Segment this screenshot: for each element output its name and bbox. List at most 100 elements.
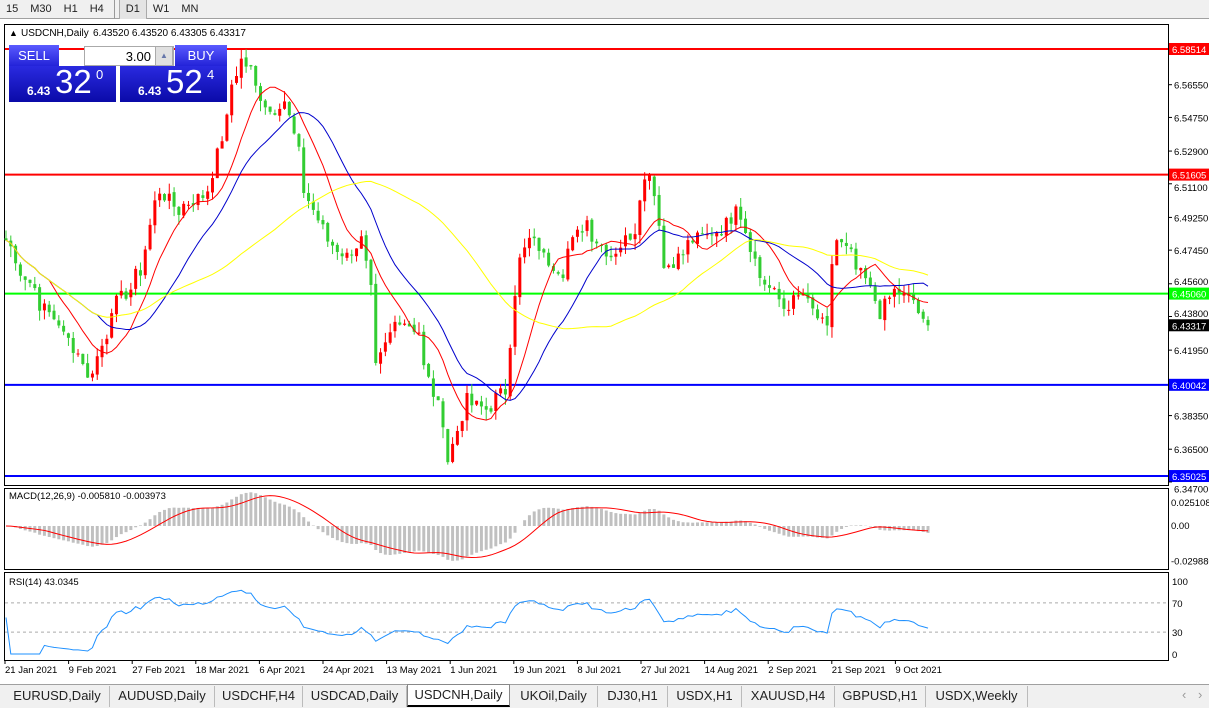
tf-mn[interactable]: MN: [181, 3, 199, 15]
candle-body: [739, 206, 743, 220]
tf-w1[interactable]: W1: [152, 3, 170, 15]
price-level-tag: [1169, 287, 1209, 300]
candle-body: [902, 293, 906, 296]
candle-body: [359, 236, 363, 249]
candle-body: [172, 192, 176, 207]
tf-m30[interactable]: M30: [30, 3, 52, 15]
sell-price-small: 6.43: [27, 84, 51, 98]
candle-body: [321, 220, 325, 225]
candle-body: [460, 421, 464, 432]
tf-m15[interactable]: 15: [6, 3, 19, 15]
candle-body: [811, 297, 815, 309]
chart-window[interactable]: 6.58514 6.51605 6.45060 6.40042 6.35025 0.02…: [0, 19, 1209, 684]
rsi-panel-border: [4, 572, 1169, 661]
candle-body: [816, 309, 820, 319]
candle-body: [393, 321, 397, 332]
sell-price-pipette: 0: [96, 67, 104, 82]
candle-body: [407, 323, 411, 327]
candle-body: [892, 288, 896, 297]
lot-increase-button[interactable]: ▲: [155, 46, 173, 66]
candle-body: [283, 101, 287, 109]
candle-body: [864, 268, 868, 279]
candle-body: [95, 356, 99, 375]
candle-body: [696, 232, 699, 244]
candle-body: [897, 288, 901, 295]
tab-usdx-h1[interactable]: USDX,H1: [668, 686, 742, 707]
lot-size-input[interactable]: 3.00: [84, 46, 174, 66]
tf-h4[interactable]: H4: [89, 3, 104, 15]
candle-body: [441, 401, 445, 428]
tab-xauusd[interactable]: XAUUSD,H4: [742, 686, 835, 707]
tf-d1[interactable]: D1: [118, 0, 147, 19]
candle-body: [355, 248, 359, 257]
price-level-value: 6.51605: [1172, 171, 1206, 182]
candle-body: [595, 241, 599, 244]
price-tick-label: 6.38350: [1174, 412, 1208, 423]
candle-body: [331, 241, 335, 246]
tab-usdcnh[interactable]: USDCNH,Daily: [407, 684, 510, 707]
tf-h1[interactable]: H1: [63, 3, 78, 15]
candle-body: [551, 266, 555, 271]
candle-body: [763, 279, 767, 285]
tab-audusd[interactable]: AUDUSD,Daily: [110, 686, 215, 707]
candle-body: [772, 288, 776, 290]
candle-body: [633, 234, 637, 240]
candle-body: [23, 276, 27, 280]
candle-body: [129, 289, 133, 298]
rsi-tick-label: 30: [1172, 628, 1183, 639]
macd-tick-label: 0.00: [1171, 521, 1190, 532]
tab-eurusd[interactable]: EURUSD,Daily: [5, 686, 110, 707]
candle-body: [451, 443, 455, 462]
candle-body: [883, 298, 887, 321]
candle-body: [162, 194, 166, 201]
candle-body: [71, 338, 75, 353]
candle-body: [182, 203, 186, 216]
candle-body: [76, 353, 80, 355]
toolbar-separator: [113, 0, 115, 19]
candle-body: [278, 108, 282, 116]
candle-body: [623, 235, 627, 247]
price-level-tag: [1169, 378, 1209, 391]
candle-body: [42, 303, 46, 311]
scroll-right-icon[interactable]: ›: [1198, 687, 1203, 702]
ma-mid-line: [5, 112, 929, 401]
tab-usdx-weekly[interactable]: USDX,Weekly: [926, 686, 1028, 707]
candle-body: [28, 279, 32, 283]
tab-ukoil[interactable]: UKOil,Daily: [510, 686, 598, 707]
tab-dj30[interactable]: DJ30,H1: [598, 686, 668, 707]
rsi-tick-label: 70: [1172, 599, 1183, 610]
buy-price-large: 52: [166, 63, 203, 100]
ma-slow-line: [5, 180, 929, 330]
tab-usdchf[interactable]: USDCHF,H4: [215, 686, 303, 707]
candle-body: [287, 101, 291, 116]
candle-body: [316, 210, 320, 221]
date-label: 27 Feb 2021: [132, 665, 185, 676]
candle-body: [134, 268, 138, 289]
buy-button[interactable]: BUY: [175, 45, 227, 66]
date-label: 6 Apr 2021: [259, 665, 305, 676]
candle-body: [14, 245, 18, 264]
buy-price-small: 6.43: [138, 84, 162, 98]
candle-body: [148, 224, 152, 250]
scroll-left-icon[interactable]: ‹: [1182, 687, 1187, 702]
candle-body: [787, 309, 791, 311]
candle-body: [638, 200, 642, 235]
buy-price[interactable]: 6.43 52 4: [120, 63, 227, 102]
candle-body: [916, 300, 920, 314]
candle-body: [657, 194, 661, 226]
candle-body: [153, 200, 157, 226]
candle-body: [249, 65, 253, 67]
candle-body: [489, 408, 493, 412]
tab-gbpusd[interactable]: GBPUSD,H1: [835, 686, 926, 707]
collapse-icon[interactable]: ▲: [9, 28, 18, 38]
tab-usdcad[interactable]: USDCAD,Daily: [303, 686, 407, 707]
candle-body: [830, 264, 834, 328]
candle-body: [215, 148, 219, 179]
sell-price[interactable]: 6.43 32 0: [9, 63, 116, 102]
sell-button[interactable]: SELL: [9, 45, 59, 66]
date-label: 14 Aug 2021: [705, 665, 758, 676]
candle-body: [403, 323, 407, 325]
buy-price-pipette: 4: [207, 67, 215, 82]
candle-body: [835, 240, 839, 266]
candle-body: [81, 353, 85, 364]
